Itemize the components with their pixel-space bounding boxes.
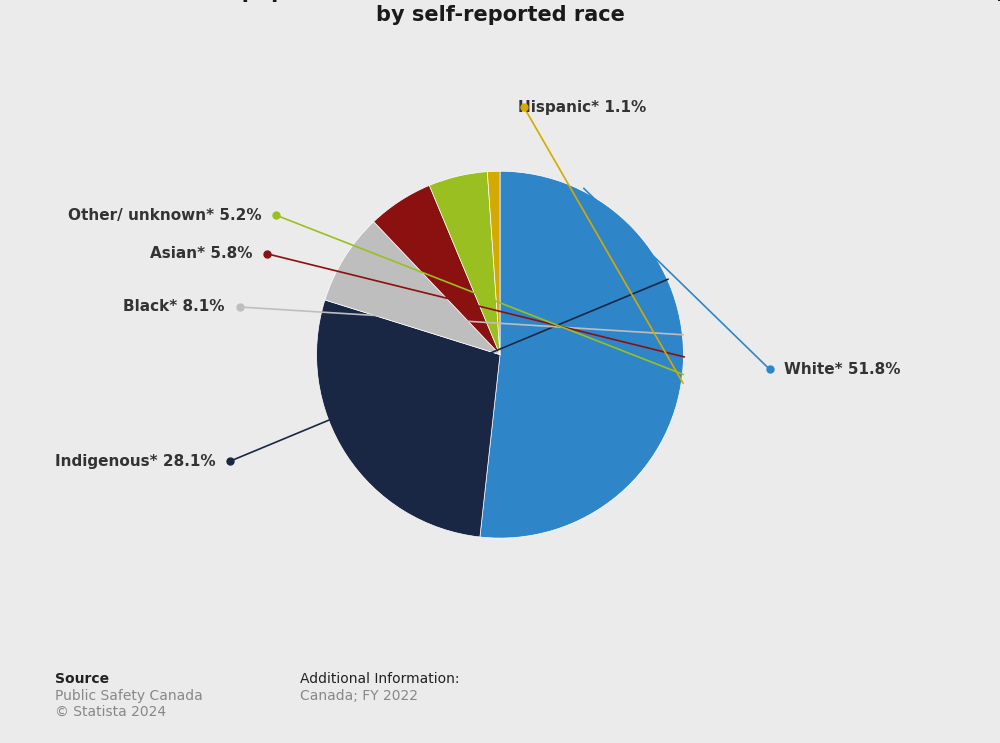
Text: Additional Information:: Additional Information: — [300, 672, 460, 687]
Wedge shape — [325, 221, 500, 354]
Text: © Statista 2024: © Statista 2024 — [55, 705, 166, 719]
Text: Indigenous* 28.1%: Indigenous* 28.1% — [55, 453, 216, 469]
Wedge shape — [480, 171, 683, 538]
Text: White* 51.8%: White* 51.8% — [784, 362, 901, 377]
Text: Other/ unknown* 5.2%: Other/ unknown* 5.2% — [68, 208, 262, 223]
Text: Black* 8.1%: Black* 8.1% — [123, 299, 225, 314]
Text: Asian* 5.8%: Asian* 5.8% — [150, 246, 252, 262]
Text: Source: Source — [55, 672, 109, 687]
Wedge shape — [429, 172, 500, 354]
Wedge shape — [487, 171, 500, 354]
Text: Public Safety Canada: Public Safety Canada — [55, 689, 203, 703]
Wedge shape — [374, 186, 500, 354]
Wedge shape — [317, 300, 500, 537]
Title: Distribution of adult population in federal correctional services in Canada in F: Distribution of adult population in fede… — [0, 0, 1000, 25]
Text: Canada; FY 2022: Canada; FY 2022 — [300, 689, 418, 703]
Text: Hispanic* 1.1%: Hispanic* 1.1% — [518, 100, 647, 114]
